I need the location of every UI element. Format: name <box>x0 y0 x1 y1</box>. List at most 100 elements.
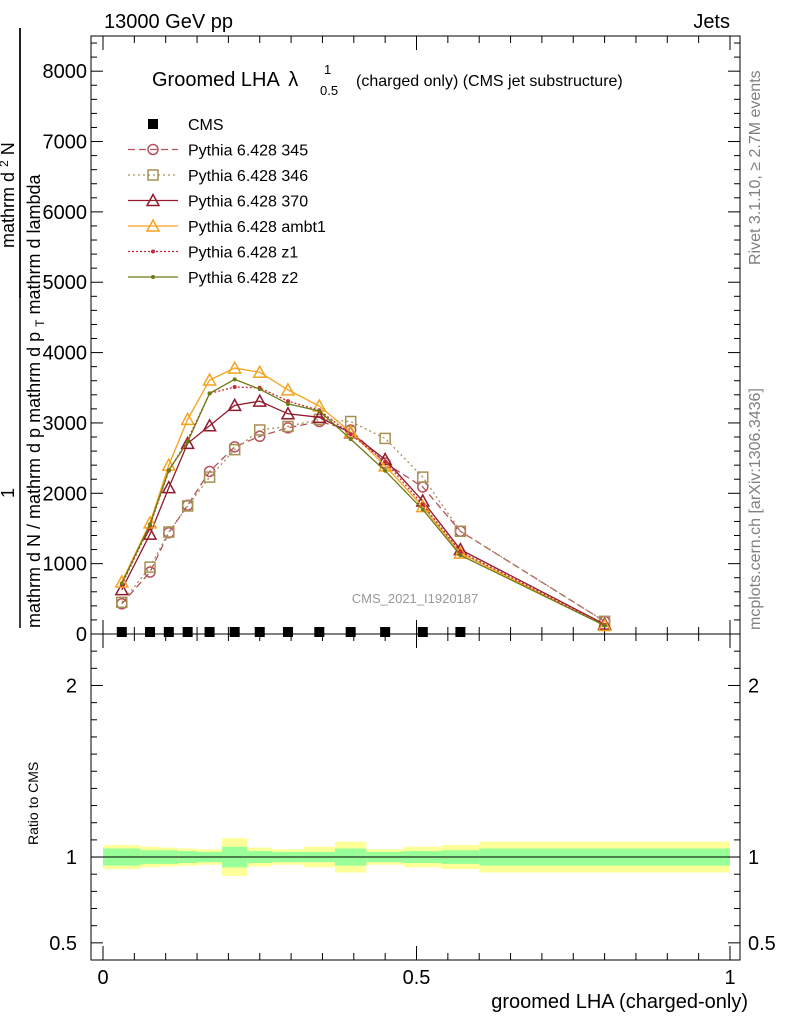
ratio-y-tick-label: 0.5 <box>49 933 77 955</box>
data-point <box>420 502 425 507</box>
data-point <box>180 435 195 450</box>
y-tick-label: 0 <box>76 624 87 646</box>
data-point <box>379 432 391 445</box>
data-point <box>182 627 193 637</box>
legend-marker <box>147 169 159 181</box>
data-point <box>282 420 294 433</box>
main-y-tick-labels: 0 1000 2000 3000 4000 5000 6000 7000 8000 <box>43 61 88 646</box>
data-point <box>161 480 177 494</box>
data-point <box>181 499 194 512</box>
data-point <box>454 525 467 538</box>
data-point <box>180 411 195 426</box>
legend-entry: Pythia 6.428 370 <box>128 192 308 211</box>
data-point <box>229 627 240 637</box>
y-tick-label: 8000 <box>43 61 88 83</box>
data-point <box>417 471 429 483</box>
legend-marker <box>151 275 155 279</box>
main-panel: 0 1000 2000 3000 4000 5000 6000 7000 8000 CMS_20… <box>43 35 741 646</box>
data-point <box>348 432 353 437</box>
data-point <box>317 408 322 413</box>
ratio-y-tick-label: 2 <box>66 675 77 697</box>
legend-label: Pythia 6.428 346 <box>188 168 308 185</box>
legend-marker <box>151 249 155 254</box>
data-point <box>252 364 268 379</box>
series-cms <box>116 627 466 637</box>
x-axis-label: groomed LHA (charged-only) <box>491 991 748 1013</box>
legend-label: Pythia 6.428 370 <box>188 194 308 211</box>
series-line <box>121 367 605 627</box>
legend-label: Pythia 6.428 z1 <box>188 245 298 262</box>
legend-entry: Pythia 6.428 346 <box>128 168 308 185</box>
data-point <box>602 623 607 628</box>
data-point <box>597 617 612 632</box>
data-point <box>114 582 130 596</box>
legend-entry: Pythia 6.428 ambt1 <box>128 218 326 236</box>
main-ticks <box>91 36 740 635</box>
chart-title-lambda: λ <box>288 69 298 91</box>
x-tick-label: 1 <box>724 967 735 989</box>
data-point <box>285 401 290 406</box>
data-point <box>144 561 156 573</box>
y-label-num: 1 <box>0 488 18 498</box>
ratio-panel: 0.5 0.51 12 2 0 0.5 1 Ratio to CMS groomed LH… <box>25 633 776 1013</box>
data-point <box>383 459 388 464</box>
data-point <box>163 526 175 539</box>
data-point <box>142 515 158 529</box>
ratio-y-tick-label-right: 1 <box>748 847 759 869</box>
legend-marker <box>145 218 161 232</box>
data-point <box>116 596 128 609</box>
data-point <box>254 627 265 637</box>
data-point <box>420 507 425 512</box>
main-y-label: mathrm d N / mathrm d p mathrm d p T mat… <box>0 28 47 628</box>
data-point <box>282 627 293 637</box>
chart-title-tail: (charged only) (CMS jet substructure) <box>356 73 623 90</box>
data-point <box>348 437 353 442</box>
y-tick-label: 1000 <box>43 554 88 576</box>
chart-title-sub: 0.5 <box>320 83 338 98</box>
data-point <box>163 627 174 637</box>
data-point <box>202 372 217 386</box>
series-line <box>121 378 605 627</box>
data-point <box>383 468 388 473</box>
y-tick-label: 5000 <box>43 272 88 294</box>
data-point <box>312 409 327 424</box>
ratio-y-label: Ratio to CMS <box>25 762 41 845</box>
legend-entry: Pythia 6.428 z2 <box>128 270 298 287</box>
header-right: Jets <box>693 11 730 33</box>
data-point <box>145 627 156 637</box>
data-point <box>142 526 158 540</box>
chart-title-sup: 1 <box>324 62 331 77</box>
rivet-label: Rivet 3.1.10, ≥ 2.7M events <box>747 70 764 265</box>
data-point <box>114 574 130 588</box>
y-tick-label: 7000 <box>43 132 88 154</box>
watermark: CMS_2021_I1920187 <box>352 591 479 606</box>
y-tick-label: 3000 <box>43 413 88 435</box>
data-point <box>280 382 296 396</box>
data-point <box>257 387 262 392</box>
data-point <box>380 627 391 637</box>
series-layer <box>114 360 612 637</box>
data-point <box>458 553 463 558</box>
x-tick-label: 0 <box>97 967 108 989</box>
data-point <box>254 424 266 436</box>
series-pythia-6-428-ambt1 <box>114 360 612 632</box>
legend: CMS Pythia 6.428 345 Pythia 6.428 346 Pythi… <box>128 117 326 287</box>
data-point <box>166 468 171 473</box>
header-left: 13000 GeV pp <box>104 11 233 33</box>
data-point <box>185 439 190 444</box>
data-point <box>203 471 216 483</box>
ratio-y-tick-labels: 0.5 0.5 1 1 2 2 <box>49 675 776 954</box>
legend-marker <box>145 192 161 207</box>
data-point <box>228 443 241 456</box>
legend-label: Pythia 6.428 z2 <box>188 270 298 287</box>
data-point <box>227 360 242 374</box>
legend-entry: CMS <box>148 117 224 134</box>
data-point <box>458 549 463 554</box>
data-point <box>227 397 242 412</box>
data-point <box>232 377 237 382</box>
ratio-y-tick-label-right: 0.5 <box>748 933 776 955</box>
data-point <box>202 418 217 432</box>
data-point <box>455 627 466 637</box>
data-point <box>119 581 124 586</box>
